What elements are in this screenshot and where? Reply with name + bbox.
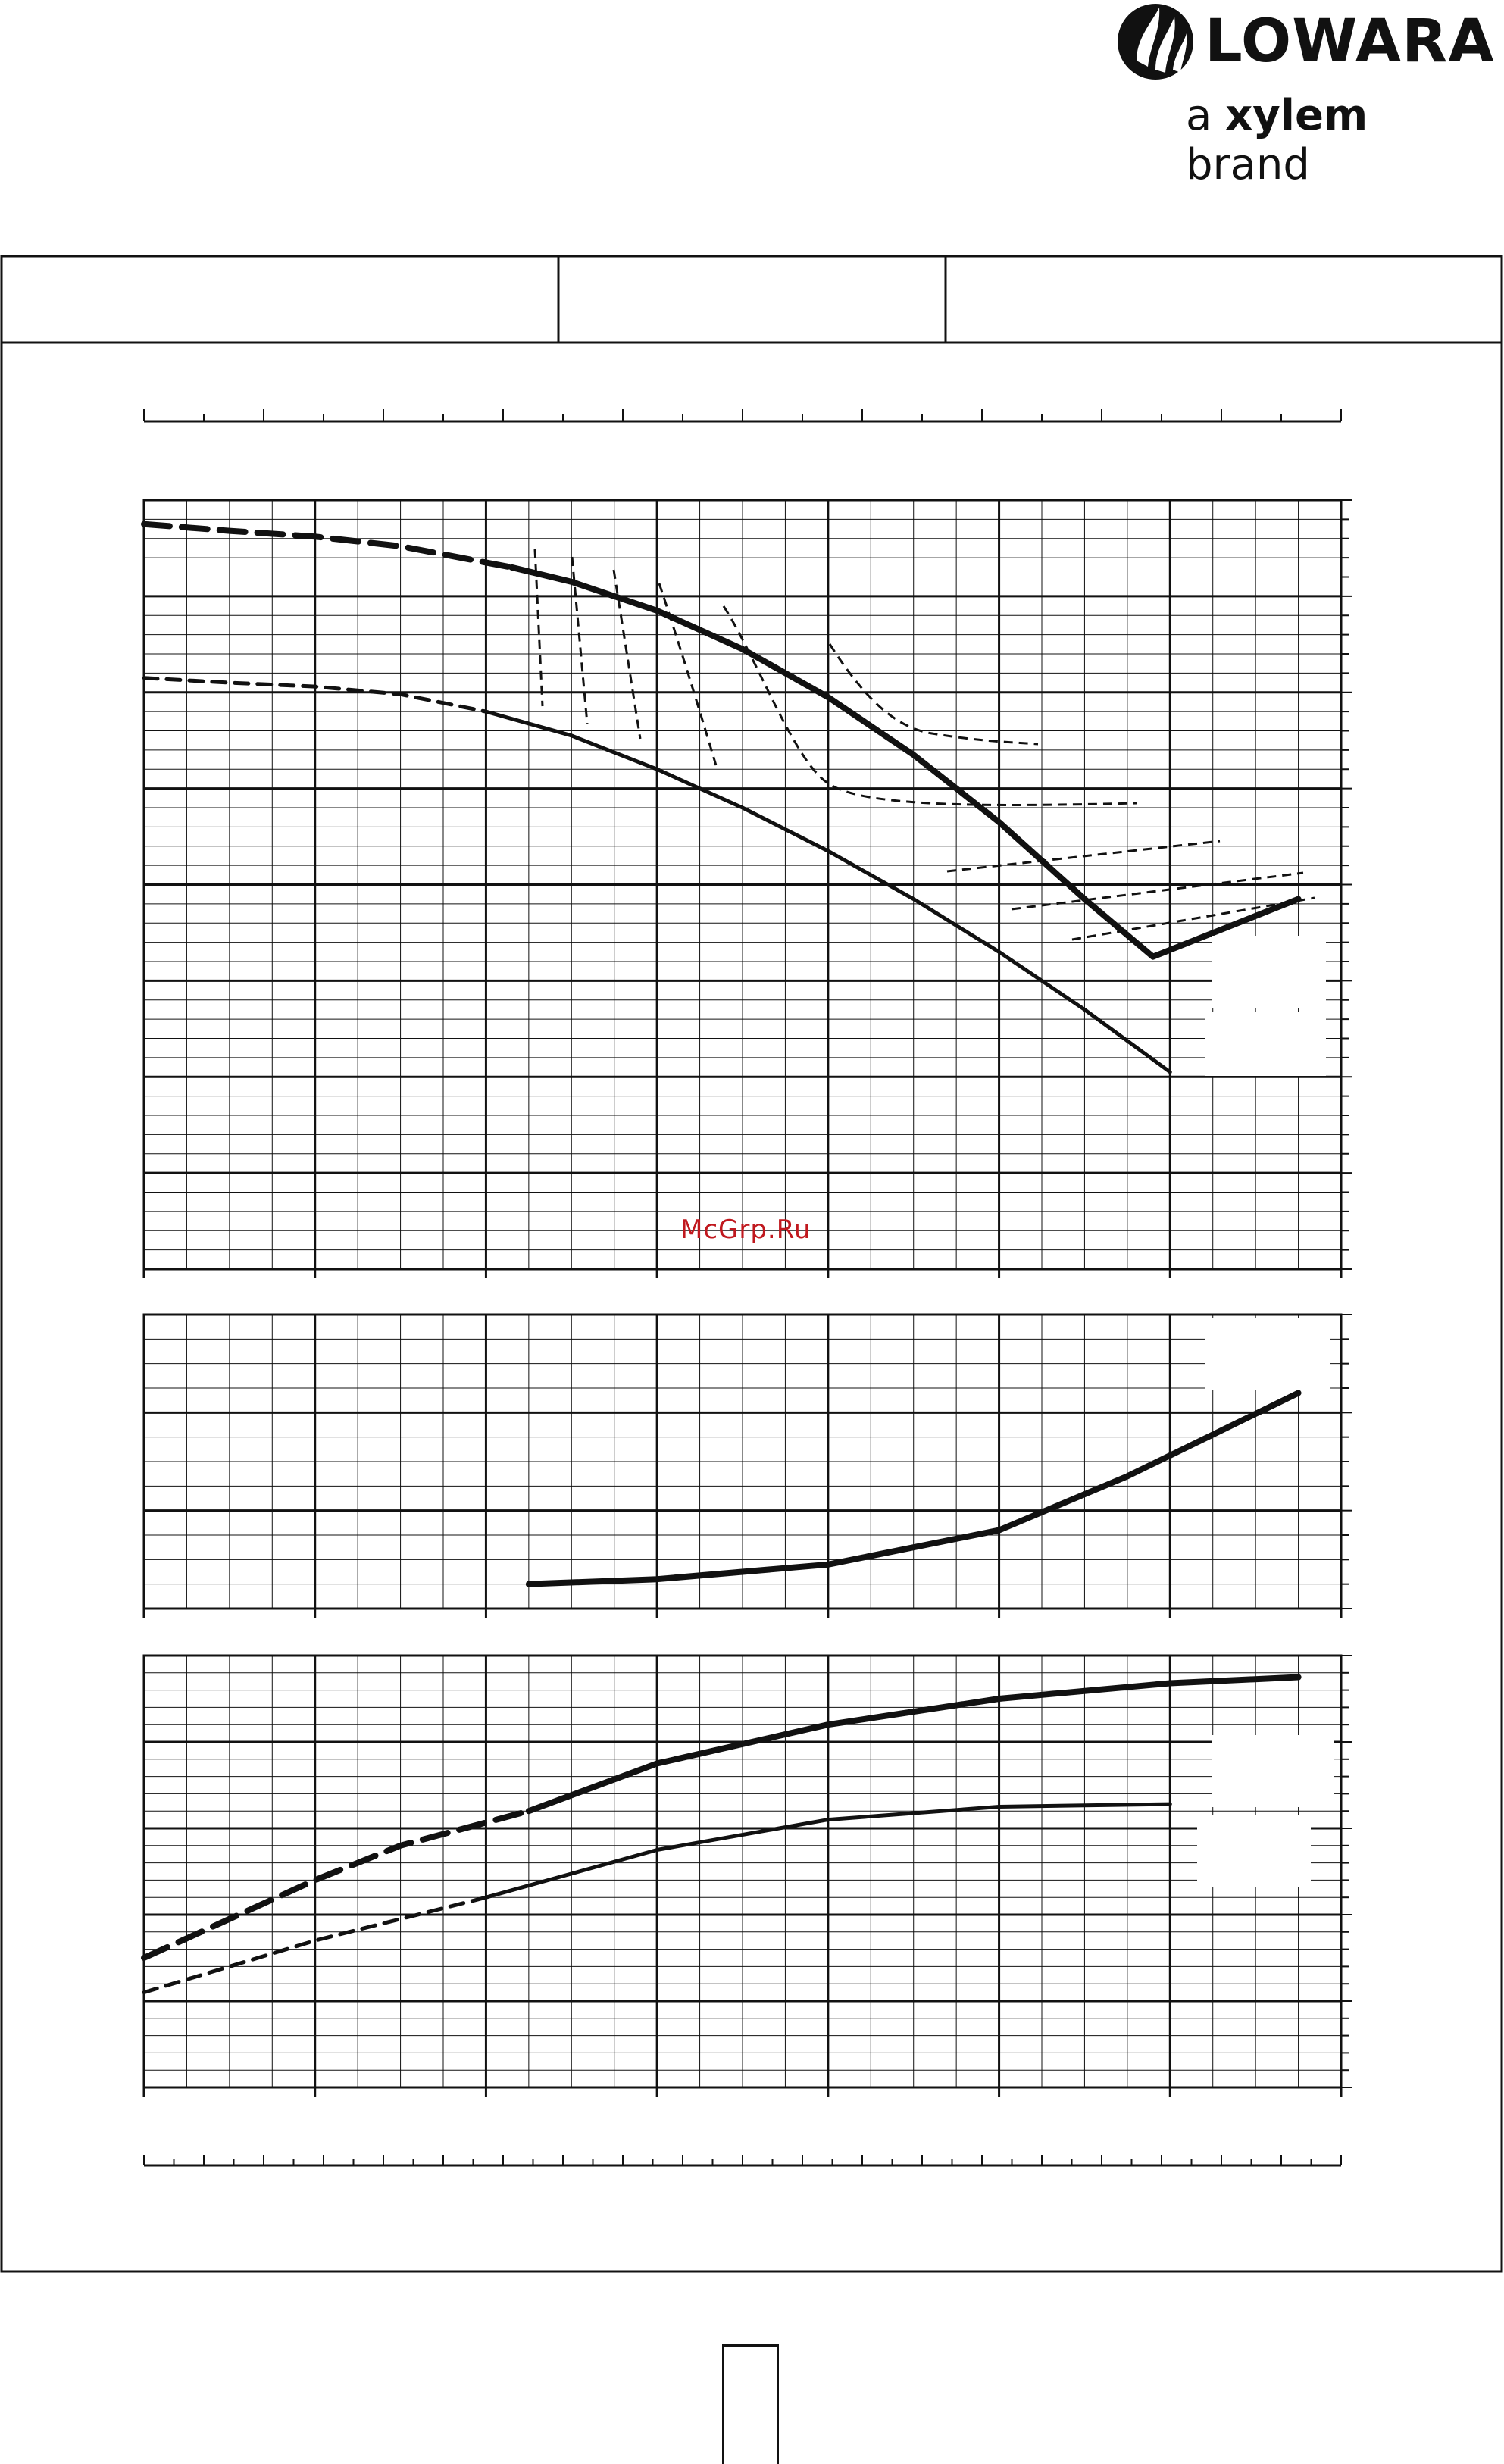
- top-scale-ruler: [143, 409, 1342, 423]
- head-chart-panel: [141, 499, 1352, 1278]
- label-mask-2: [1205, 1012, 1326, 1076]
- power-curve-0: [525, 1390, 1302, 1587]
- panel-frame: [142, 1313, 1343, 1610]
- label-mask-4: [1212, 1735, 1334, 1807]
- panel-frame: [142, 499, 1343, 1271]
- label-mask-1: [1212, 936, 1326, 1008]
- power-chart-panel: [142, 1313, 1352, 1618]
- brand-tagline-prefix: a: [1186, 91, 1226, 140]
- head-curve-3: [483, 709, 1172, 1074]
- iso-line-4: [658, 583, 718, 766]
- head-curve-1: [508, 564, 1302, 960]
- npsh-curve-1: [525, 1674, 1302, 1815]
- iso-line-5: [722, 605, 1137, 806]
- bottom-scale-ruler: [143, 2155, 1342, 2167]
- iso-line-8: [1011, 871, 1304, 911]
- npsh-curve-3: [483, 1802, 1172, 1900]
- iso-line-2: [571, 556, 589, 724]
- iso-line-7: [946, 840, 1221, 873]
- brand-tagline-bold: xylem: [1225, 91, 1368, 140]
- brand-tagline-suffix: brand: [1186, 140, 1310, 189]
- head-curve-0: [141, 521, 515, 571]
- efficiency-iso-lines: [533, 549, 1315, 941]
- iso-line-1: [533, 549, 544, 707]
- watermark: McGrp.Ru: [680, 1215, 811, 1245]
- page-number-box: [722, 2344, 779, 2464]
- water-drop-logo-icon: [1118, 4, 1193, 80]
- lowara-logo: [1091, 0, 1504, 152]
- panel-frame: [142, 1654, 1343, 2089]
- label-mask-3: [1205, 1318, 1330, 1390]
- sheet-frame: [0, 255, 1503, 2273]
- npsh-chart-panel: [141, 1654, 1352, 2097]
- brand-name: LOWARA: [1205, 8, 1495, 76]
- iso-line-9: [1071, 896, 1315, 941]
- npsh-curve-0: [141, 1808, 532, 1961]
- brand-tagline: a xylem brand: [1186, 91, 1504, 189]
- npsh-curve-2: [142, 1895, 488, 1995]
- head-curve-2: [142, 676, 488, 714]
- label-mask-5: [1197, 1815, 1311, 1887]
- iso-line-3: [612, 569, 642, 740]
- iso-line-6: [828, 643, 1039, 746]
